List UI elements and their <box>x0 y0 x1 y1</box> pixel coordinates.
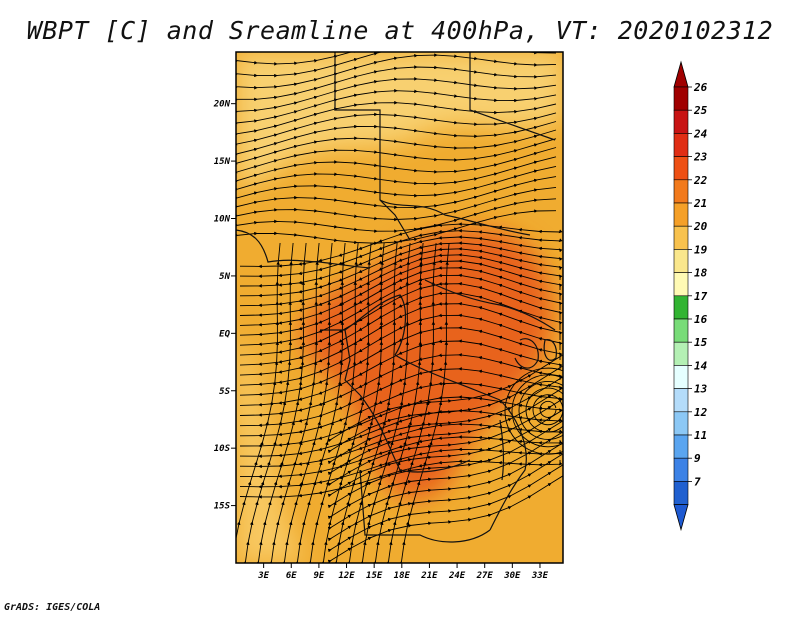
lon-tick-label: 33E <box>531 571 549 581</box>
streamline <box>329 475 563 562</box>
colorbar-swatch <box>673 202 689 227</box>
colorbar-label: 26 <box>693 81 708 94</box>
streamline <box>532 394 563 426</box>
grads-credit: GrADS: IGES/COLA <box>4 602 101 613</box>
lon-tick-label: 24E <box>448 571 466 581</box>
lake-outline <box>499 419 505 481</box>
colorbar-label: 24 <box>693 127 708 140</box>
colorbar-label: 7 <box>694 475 701 488</box>
colorbar-swatch <box>673 225 689 250</box>
colorbar: 26 25 24 23 22 21 20 19 18 17 16 15 14 13 12 11 9 7 <box>673 60 708 532</box>
colorbar-swatch <box>673 341 689 366</box>
colorbar-swatch <box>673 179 689 204</box>
coast-line <box>236 229 371 269</box>
colorbar-swatch <box>673 272 689 297</box>
lat-tick-label: 20N <box>213 100 231 110</box>
border-line <box>320 329 361 396</box>
lat-tick-label: EQ <box>219 329 230 339</box>
streamline <box>504 367 563 455</box>
lat-tick-label: 5N <box>219 272 230 282</box>
colorbar-swatch <box>673 156 689 181</box>
longitude-axis: 3E 6E 9E 12E 15E 18E 21E 24E 27E 30E 33E <box>257 563 549 581</box>
border-line <box>469 52 556 141</box>
lon-tick-label: 15E <box>366 571 383 581</box>
lon-tick-label: 3E <box>257 571 269 581</box>
colorbar-swatch <box>673 434 689 459</box>
border-line <box>359 394 471 473</box>
border-line <box>344 294 406 356</box>
colorbar-swatch <box>673 295 689 320</box>
colorbar-max-arrow <box>673 60 689 88</box>
streamline <box>518 381 563 440</box>
colorbar-swatch <box>673 109 689 134</box>
colorbar-label: 18 <box>694 267 708 280</box>
streamline <box>511 374 563 448</box>
lat-tick-label: 5S <box>219 387 230 397</box>
border-line <box>334 52 411 241</box>
lat-tick-label: 10S <box>214 444 231 454</box>
lake-outline <box>514 338 539 369</box>
colorbar-label: 20 <box>693 220 708 233</box>
lon-tick-label: 6E <box>286 571 297 581</box>
streamline <box>525 387 563 433</box>
colorbar-swatch <box>673 318 689 343</box>
map-frame <box>235 51 564 564</box>
colorbar-label: 11 <box>694 429 707 442</box>
colorbar-swatch <box>673 365 689 389</box>
colorbar-swatch <box>673 388 689 413</box>
border-line <box>379 199 531 236</box>
border-line <box>394 354 501 401</box>
colorbar-swatch <box>673 133 689 157</box>
colorbar-label: 12 <box>694 406 708 419</box>
colorbar-label: 15 <box>694 336 708 349</box>
latitude-axis: 20N 15N 10N 5N EQ 5S 10S 15S <box>213 100 236 512</box>
lon-tick-label: 27E <box>476 571 494 581</box>
colorbar-label: 17 <box>694 290 708 303</box>
map-title: WBPT [C] and Sreamline at 400hPa, VT: 20… <box>26 16 774 45</box>
colorbar-label: 25 <box>693 104 708 117</box>
colorbar-label: 22 <box>693 174 708 187</box>
lon-tick-label: 12E <box>338 571 355 581</box>
lat-tick-label: 15N <box>214 157 231 167</box>
colorbar-swatch <box>673 86 689 111</box>
streamline <box>539 400 557 418</box>
lon-tick-label: 9E <box>313 571 324 581</box>
lon-tick-label: 21E <box>420 571 438 581</box>
colorbar-swatch <box>673 411 689 436</box>
colorbar-swatch <box>673 457 689 482</box>
map-plot-area <box>236 52 563 563</box>
country-borders <box>236 52 557 543</box>
colorbar-swatch <box>673 481 689 505</box>
colorbar-label: 9 <box>694 452 701 465</box>
colorbar-label: 19 <box>694 243 708 256</box>
colorbar-label: 13 <box>694 383 708 396</box>
colorbar-label: 23 <box>693 151 708 164</box>
lake-outline <box>543 339 557 361</box>
lon-tick-label: 30E <box>503 571 521 581</box>
colorbar-min-arrow <box>673 504 689 532</box>
border-line <box>424 279 556 331</box>
lat-tick-label: 15S <box>214 502 231 512</box>
border-line <box>359 469 491 543</box>
colorbar-label: 21 <box>693 197 707 210</box>
lon-tick-label: 18E <box>394 571 411 581</box>
colorbar-label: 14 <box>694 359 708 372</box>
colorbar-label: 16 <box>694 313 708 326</box>
colorbar-swatch <box>673 249 689 273</box>
lat-tick-label: 10N <box>214 215 231 225</box>
border-line <box>489 399 527 531</box>
